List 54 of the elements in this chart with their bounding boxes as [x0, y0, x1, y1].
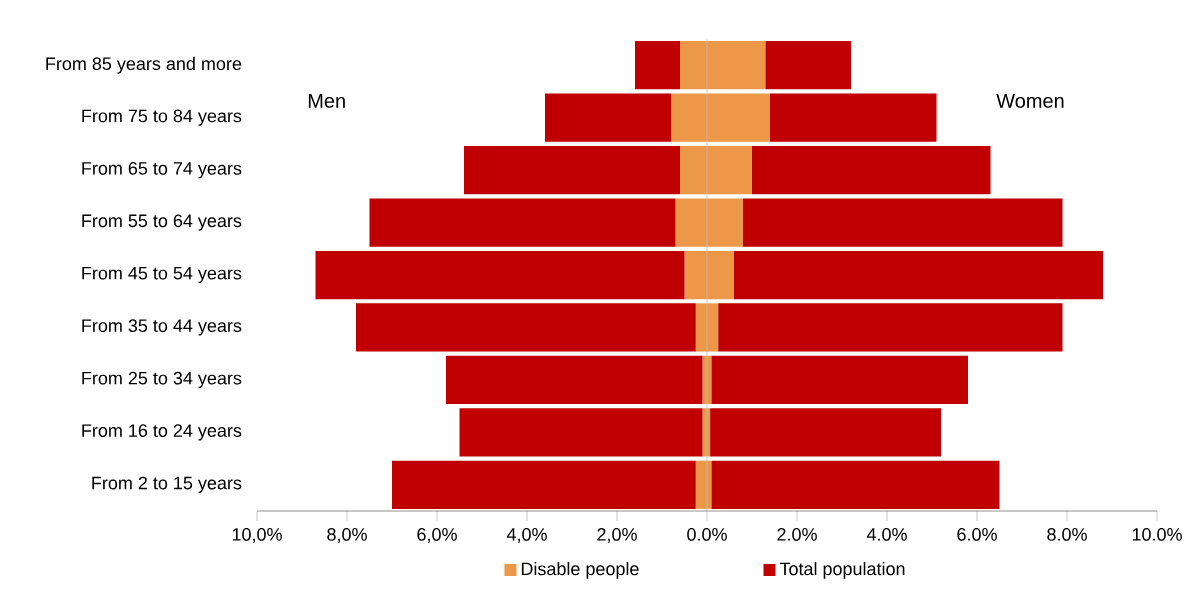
- bar: [765, 41, 852, 90]
- bar: [734, 250, 1104, 300]
- y-tick-label: From 65 to 74 years: [82, 161, 242, 179]
- bar: [707, 93, 771, 142]
- bar: [707, 250, 735, 300]
- x-tick-label: 8.0%: [1047, 528, 1087, 541]
- x-tick-label: 4.0%: [866, 528, 907, 541]
- bar: [635, 41, 681, 90]
- x-tick-label: 2.0%: [777, 528, 817, 541]
- bar: [369, 198, 676, 247]
- y-tick-label: From 25 to 34 years: [82, 371, 242, 389]
- bar: [315, 250, 685, 300]
- legend-label: Disable people: [521, 562, 639, 579]
- bar: [707, 146, 753, 195]
- bar: [671, 93, 708, 142]
- y-tick-label: From 55 to 64 years: [82, 214, 242, 231]
- bar: [459, 408, 703, 457]
- annotation: Women: [996, 93, 1064, 108]
- bar: [684, 250, 708, 300]
- bar: [770, 93, 937, 142]
- x-tick-label: 10.0%: [1132, 528, 1182, 541]
- x-tick-label: 6.0%: [957, 528, 997, 541]
- y-tick-label: From 45 to 54 years: [82, 266, 242, 284]
- bar: [707, 41, 766, 90]
- x-tick-label: 4,0%: [506, 528, 547, 543]
- y-tick-label: From 75 to 84 years: [82, 109, 242, 126]
- bar: [752, 146, 991, 195]
- bar: [680, 146, 708, 195]
- x-tick-label: 6,0%: [417, 528, 457, 543]
- y-tick-label: From 85 years and more: [46, 56, 242, 74]
- y-tick-label: From 35 to 44 years: [82, 319, 242, 336]
- bar: [743, 198, 1063, 247]
- annotation: Men: [308, 93, 345, 108]
- bar: [680, 41, 708, 90]
- bar: [695, 303, 708, 352]
- bar: [711, 355, 969, 405]
- bar: [545, 93, 672, 142]
- bar: [356, 303, 696, 352]
- bar: [718, 303, 1063, 352]
- y-tick-label: From 16 to 24 years: [82, 424, 242, 441]
- bar: [446, 355, 703, 405]
- bar: [710, 408, 942, 457]
- bar: [464, 146, 681, 195]
- x-tick-label: 2,0%: [597, 528, 637, 543]
- legend-label: Total population: [779, 562, 905, 579]
- y-tick-label: From 2 to 15 years: [92, 476, 242, 493]
- x-tick-label: 10,0%: [232, 528, 282, 543]
- bar: [707, 303, 719, 352]
- bar: [392, 460, 696, 509]
- bar: [707, 198, 744, 247]
- bar: [675, 198, 708, 247]
- bar: [711, 460, 1000, 509]
- x-tick-label: 8,0%: [327, 528, 367, 543]
- x-tick-label: 0.0%: [687, 528, 727, 541]
